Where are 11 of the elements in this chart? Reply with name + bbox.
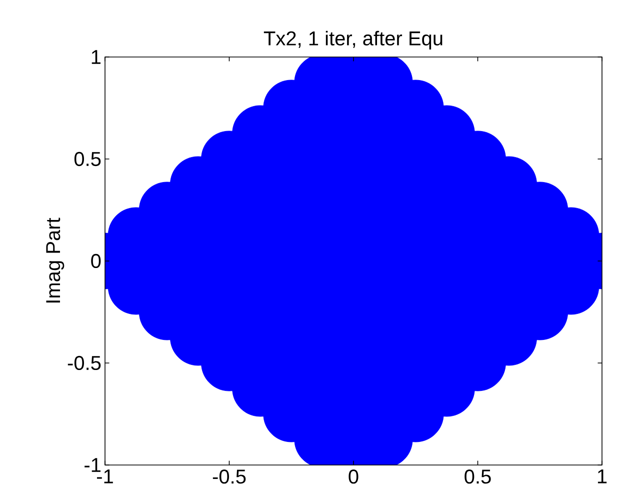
x-tick-label: 1	[598, 470, 607, 484]
y-tick-label: 0.5	[74, 152, 101, 166]
y-axis-title: Imag Part	[46, 218, 64, 302]
y-tick-label: -1	[84, 458, 100, 472]
y-tick-label: 1	[92, 50, 100, 64]
x-tick-label: -0.5	[212, 470, 246, 484]
y-tick-label: -0.5	[68, 356, 101, 370]
x-tick-label: 0	[348, 470, 358, 484]
chart-title: Tx2, 1 iter, after Equ	[264, 30, 442, 50]
x-tick-label: 0.5	[464, 470, 491, 484]
y-tick-label: 0	[91, 254, 101, 268]
